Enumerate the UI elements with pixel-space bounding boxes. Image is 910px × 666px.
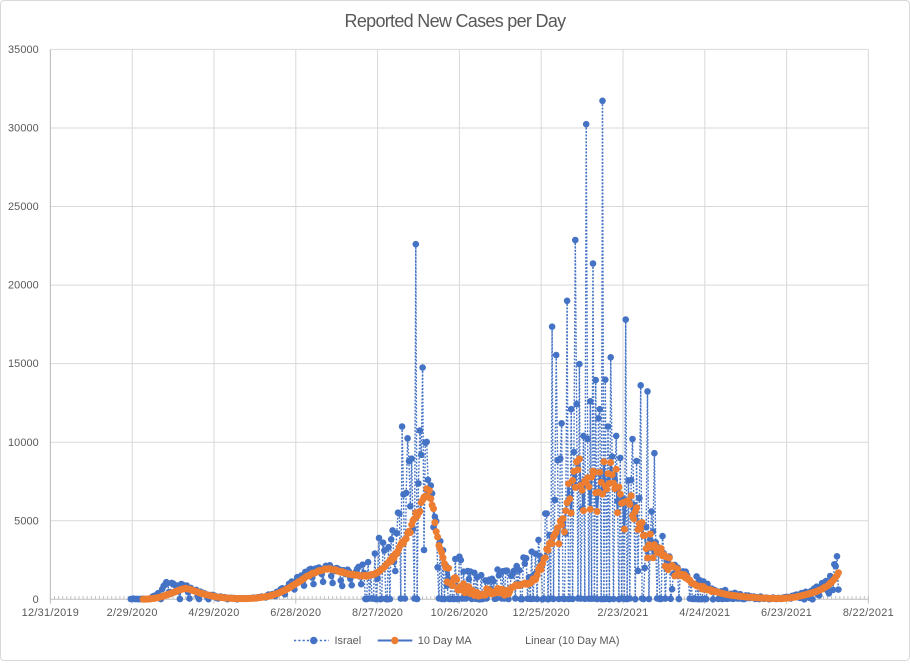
svg-text:6/23/2021: 6/23/2021 — [761, 607, 812, 619]
svg-text:35000: 35000 — [8, 44, 39, 56]
svg-text:4/29/2020: 4/29/2020 — [188, 607, 239, 619]
svg-text:10 Day MA: 10 Day MA — [418, 635, 473, 647]
svg-text:10/26/2020: 10/26/2020 — [431, 607, 489, 619]
svg-text:2/29/2020: 2/29/2020 — [107, 607, 158, 619]
svg-text:2/23/2021: 2/23/2021 — [597, 607, 648, 619]
svg-text:25000: 25000 — [8, 201, 39, 213]
svg-text:12/25/2020: 12/25/2020 — [512, 607, 570, 619]
svg-text:8/22/2021: 8/22/2021 — [843, 607, 894, 619]
svg-text:0: 0 — [33, 594, 39, 606]
svg-text:30000: 30000 — [8, 123, 39, 135]
svg-text:15000: 15000 — [8, 358, 39, 370]
svg-text:Linear (10 Day MA): Linear (10 Day MA) — [525, 635, 619, 647]
svg-text:4/24/2021: 4/24/2021 — [679, 607, 730, 619]
svg-text:5000: 5000 — [14, 515, 39, 527]
svg-text:10000: 10000 — [8, 437, 39, 449]
svg-text:12/31/2019: 12/31/2019 — [22, 607, 80, 619]
svg-text:20000: 20000 — [8, 280, 39, 292]
svg-text:Israel: Israel — [335, 635, 362, 647]
svg-text:6/28/2020: 6/28/2020 — [270, 607, 321, 619]
svg-text:8/27/2020: 8/27/2020 — [352, 607, 403, 619]
